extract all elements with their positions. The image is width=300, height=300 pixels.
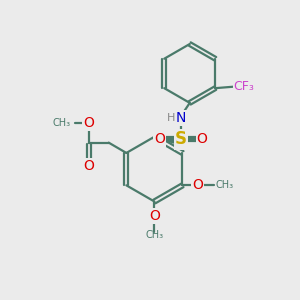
Text: O: O [83,116,94,130]
Text: O: O [149,209,160,223]
Text: O: O [154,132,165,146]
Text: CF₃: CF₃ [233,80,254,93]
Text: O: O [192,178,203,192]
Text: S: S [175,130,187,148]
Text: O: O [83,159,94,172]
Text: O: O [197,132,208,146]
Text: CH₃: CH₃ [215,180,234,190]
Text: CH₃: CH₃ [52,118,70,128]
Text: H: H [167,113,175,123]
Text: CH₃: CH₃ [146,230,164,240]
Text: N: N [176,111,186,125]
